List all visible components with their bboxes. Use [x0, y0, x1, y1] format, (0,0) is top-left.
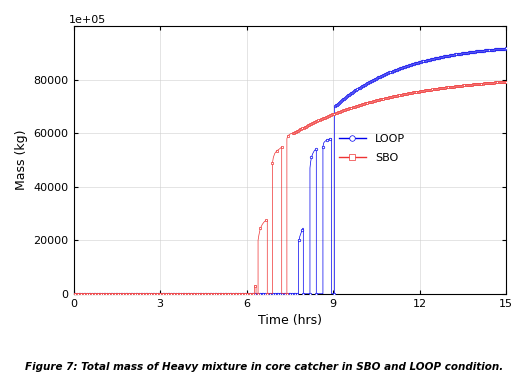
SBO — [122, 291, 129, 296]
LOOP — [114, 291, 120, 296]
SBO — [288, 131, 295, 136]
Line: SBO: SBO — [72, 80, 507, 295]
LOOP — [86, 291, 92, 296]
SBO — [115, 291, 121, 296]
LOOP — [72, 291, 78, 296]
Legend: LOOP, SBO: LOOP, SBO — [338, 133, 406, 163]
LOOP — [70, 291, 77, 296]
LOOP — [213, 291, 220, 296]
X-axis label: Time (hrs): Time (hrs) — [258, 314, 322, 327]
LOOP — [345, 94, 351, 98]
SBO — [459, 83, 466, 88]
LOOP — [497, 47, 504, 51]
LOOP — [503, 46, 509, 51]
Y-axis label: Mass (kg): Mass (kg) — [15, 130, 28, 190]
Text: Figure 7: Total mass of Heavy mixture in core catcher in SBO and LOOP condition.: Figure 7: Total mass of Heavy mixture in… — [25, 362, 503, 372]
Line: LOOP: LOOP — [72, 47, 507, 295]
SBO — [338, 109, 344, 114]
SBO — [70, 291, 77, 296]
Text: 1e+05: 1e+05 — [69, 15, 107, 25]
SBO — [503, 79, 509, 84]
SBO — [329, 112, 335, 117]
